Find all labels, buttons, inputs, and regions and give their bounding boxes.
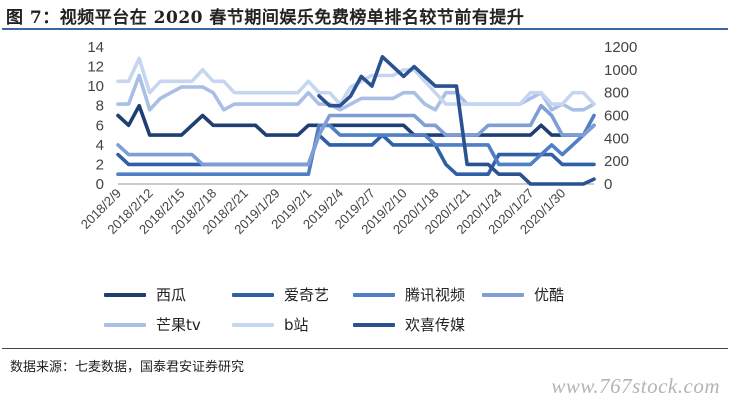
legend-label: 芒果tv <box>156 316 201 334</box>
legend-label: 腾讯视频 <box>405 286 466 304</box>
legend-swatch <box>104 322 146 327</box>
right-axis-tick-label: 800 <box>604 85 629 102</box>
legend-swatch <box>104 292 146 297</box>
left-axis-tick-label: 10 <box>87 78 104 95</box>
left-axis-tick-label: 14 <box>87 39 104 56</box>
left-axis-ticks: 0 2 4 6 8 10 12 14 <box>87 39 104 193</box>
legend-swatch <box>353 292 395 297</box>
footer-divider <box>2 348 728 349</box>
legend-swatch <box>232 292 274 297</box>
legend-item-bilibili: b站 <box>232 314 309 335</box>
right-axis-tick-label: 0 <box>604 176 612 193</box>
legend-item-mango-tv: 芒果tv <box>104 314 201 335</box>
legend-label: 爱奇艺 <box>284 286 330 304</box>
legend-item-iqiyi: 爱奇艺 <box>232 284 329 305</box>
right-axis-tick-label: 1200 <box>604 39 637 56</box>
series-line <box>317 55 596 186</box>
left-axis-tick-label: 0 <box>96 176 104 193</box>
right-axis-tick-label: 200 <box>604 153 629 170</box>
watermark: www.767stock.com <box>551 374 720 398</box>
series-line <box>116 103 596 137</box>
right-axis-tick-label: 1000 <box>604 62 637 79</box>
legend-swatch <box>482 292 524 297</box>
source-note: 数据来源：七麦数据，国泰君安证券研究 <box>10 360 245 375</box>
series-line <box>116 56 596 106</box>
right-axis-ticks: 0 200 400 600 800 1000 1200 <box>604 39 637 193</box>
left-axis-tick-label: 8 <box>96 98 104 115</box>
legend-item-youku: 优酷 <box>482 284 564 305</box>
legend-item-xigua: 西瓜 <box>104 284 186 305</box>
left-axis-tick-label: 2 <box>96 156 104 173</box>
series-line <box>116 113 596 176</box>
legend-item-huanxi-media: 欢喜传媒 <box>353 314 465 335</box>
title-divider <box>2 28 728 30</box>
legend-label: 优酷 <box>534 286 565 304</box>
series-line <box>116 103 596 167</box>
left-axis-tick-label: 12 <box>87 59 104 76</box>
series-lines <box>116 55 596 186</box>
legend-label: b站 <box>284 316 309 334</box>
figure-title: 图 7：视频平台在 2020 春节期间娱乐免费榜单排名较节前有提升 <box>6 8 525 28</box>
series-line <box>116 133 596 176</box>
legend-swatch <box>353 322 395 327</box>
line-chart: 0 2 4 6 8 10 12 14 0 200 400 600 800 1000 1200 2018/2… <box>78 39 638 238</box>
left-axis-tick-label: 6 <box>96 117 104 134</box>
legend-swatch <box>232 322 274 327</box>
right-axis-tick-label: 600 <box>604 108 629 125</box>
right-axis-tick-label: 400 <box>604 130 629 147</box>
left-axis-tick-label: 4 <box>96 137 104 154</box>
legend-label: 西瓜 <box>156 286 187 304</box>
x-axis-ticks: 2018/2/92018/2/122018/2/152018/2/182018/… <box>78 186 569 238</box>
legend-item-tencent-video: 腾讯视频 <box>353 284 465 305</box>
legend-label: 欢喜传媒 <box>405 316 466 334</box>
